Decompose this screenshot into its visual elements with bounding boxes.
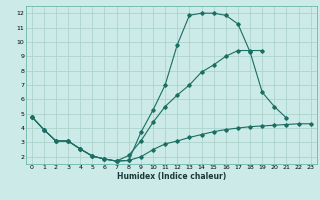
X-axis label: Humidex (Indice chaleur): Humidex (Indice chaleur): [116, 172, 226, 181]
